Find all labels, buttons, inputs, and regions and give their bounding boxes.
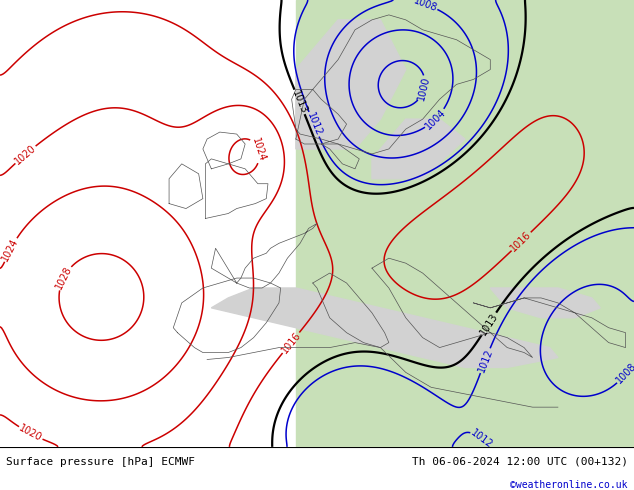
Polygon shape: [296, 0, 634, 447]
Polygon shape: [372, 119, 465, 179]
Text: 1004: 1004: [423, 107, 448, 131]
Text: 1016: 1016: [280, 330, 302, 355]
Polygon shape: [296, 20, 406, 149]
Text: 1020: 1020: [13, 143, 38, 167]
Polygon shape: [490, 288, 600, 318]
Text: Th 06-06-2024 12:00 UTC (00+132): Th 06-06-2024 12:00 UTC (00+132): [411, 457, 628, 467]
Text: 1024: 1024: [250, 137, 267, 163]
Text: 1012: 1012: [304, 111, 323, 138]
Polygon shape: [211, 288, 558, 368]
Text: 1000: 1000: [417, 75, 432, 101]
Text: 1013: 1013: [478, 311, 500, 337]
Text: 1028: 1028: [54, 265, 74, 291]
Text: 1024: 1024: [0, 237, 20, 263]
Text: 1016: 1016: [509, 229, 533, 253]
Text: Surface pressure [hPa] ECMWF: Surface pressure [hPa] ECMWF: [6, 457, 195, 467]
Text: 1008: 1008: [412, 0, 438, 14]
Text: 1012: 1012: [476, 347, 495, 374]
Text: 1012: 1012: [469, 428, 495, 450]
Text: 1008: 1008: [614, 361, 634, 385]
Text: ©weatheronline.co.uk: ©weatheronline.co.uk: [510, 480, 628, 490]
Text: 1020: 1020: [17, 423, 44, 443]
Text: 1013: 1013: [290, 89, 309, 115]
